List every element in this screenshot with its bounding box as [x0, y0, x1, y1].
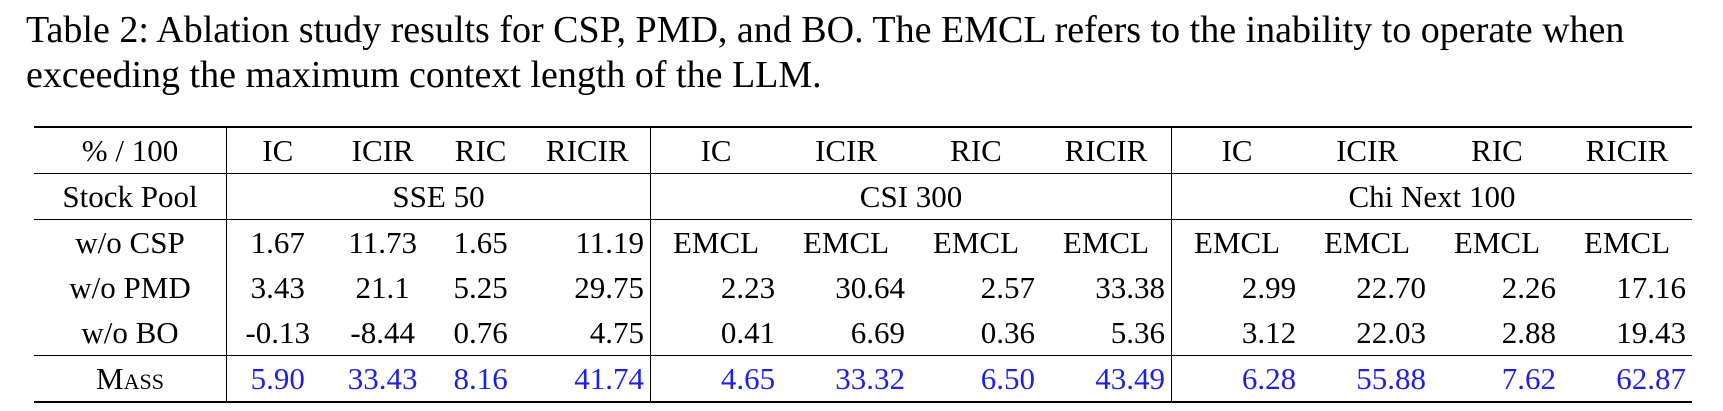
metric-header: ICIR: [1302, 126, 1433, 174]
cell: 33.38: [1095, 269, 1166, 305]
corner-label: % / 100: [34, 126, 227, 174]
metric-header: ICIR: [328, 126, 437, 174]
cell: 30.64: [835, 269, 906, 305]
cell: 11.19: [524, 219, 651, 265]
cell: EMCL: [781, 219, 912, 265]
ablation-table: % / 100 IC ICIR RIC RICIR IC ICIR RIC RI…: [34, 126, 1692, 403]
row-label: w/o CSP: [34, 219, 227, 265]
metric-header: RIC: [1432, 126, 1562, 174]
cell-highlight: 6.50: [911, 355, 1041, 403]
cell-highlight: 55.88: [1302, 355, 1433, 403]
stock-pool-label: Stock Pool: [34, 173, 227, 220]
cell-highlight: 8.16: [436, 355, 525, 403]
cell-highlight: 43.49: [1040, 355, 1172, 403]
metric-header: RICIR: [524, 126, 651, 174]
table-row-mass: Mass 5.90 33.43 8.16 41.74 4.65 33.32 6.…: [34, 355, 1692, 403]
metric-header: RICIR: [1561, 126, 1692, 174]
table-caption: Table 2: Ablation study results for CSP,…: [26, 9, 1625, 96]
pool-header-chinext100: Chi Next 100: [1171, 173, 1692, 220]
cell: -0.13: [225, 310, 329, 356]
cell-highlight: 33.43: [328, 355, 437, 403]
cell: EMCL: [1040, 219, 1172, 265]
cell: EMCL: [1302, 219, 1433, 265]
cell: 22.03: [1356, 314, 1427, 350]
metric-header-row: % / 100 IC ICIR RIC RICIR IC ICIR RIC RI…: [34, 126, 1692, 174]
cell: -8.44: [350, 314, 415, 350]
cell: EMCL: [1561, 219, 1692, 265]
cell: 1.67: [225, 219, 329, 265]
cell: 22.70: [1356, 269, 1427, 305]
cell: 3.12: [1171, 310, 1303, 356]
cell: 17.16: [1616, 269, 1686, 305]
cell: 5.36: [1110, 314, 1166, 350]
cell: 6.69: [850, 314, 906, 350]
cell-highlight: 33.32: [781, 355, 912, 403]
cell: 21.1: [355, 269, 410, 305]
cell: 2.99: [1171, 265, 1303, 310]
stock-pool-row: Stock Pool SSE 50 CSI 300 Chi Next 100: [34, 173, 1692, 220]
row-label: Mass: [34, 355, 227, 403]
cell-highlight: 6.28: [1171, 355, 1303, 403]
cell: 3.43: [225, 265, 329, 310]
cell: 2.57: [980, 269, 1035, 305]
row-label: w/o PMD: [69, 269, 191, 305]
cell: 2.88: [1501, 314, 1556, 350]
cell: 0.76: [453, 314, 508, 350]
cell: 1.65: [436, 219, 525, 265]
pool-header-sse50: SSE 50: [225, 173, 651, 220]
pool-header-csi300: CSI 300: [650, 173, 1172, 220]
table-row: w/o PMD 3.43 21.1 5.25 29.75 2.23 30.64 …: [34, 265, 1692, 310]
cell: 19.43: [1616, 314, 1686, 350]
metric-header: IC: [650, 126, 782, 174]
cell-highlight: 41.74: [524, 355, 651, 403]
cell-highlight: 5.90: [225, 355, 329, 403]
row-label: w/o BO: [81, 314, 179, 350]
metric-header: RICIR: [1040, 126, 1172, 174]
cell: 2.23: [650, 265, 782, 310]
cell: 5.25: [453, 269, 508, 305]
cell-highlight: 7.62: [1432, 355, 1562, 403]
metric-header: ICIR: [781, 126, 912, 174]
cell: 4.75: [589, 314, 645, 350]
metric-header: IC: [225, 126, 329, 174]
cell: EMCL: [650, 219, 782, 265]
cell-highlight: 4.65: [650, 355, 782, 403]
metric-header: RIC: [436, 126, 525, 174]
table-row: w/o BO -0.13 -8.44 0.76 4.75 0.41 6.69 0…: [34, 310, 1692, 356]
cell: 0.41: [650, 310, 782, 356]
cell: 2.26: [1501, 269, 1556, 305]
cell: 0.36: [980, 314, 1035, 350]
cell: EMCL: [1432, 219, 1562, 265]
metric-header: RIC: [911, 126, 1041, 174]
cell: 29.75: [574, 269, 645, 305]
cell: EMCL: [911, 219, 1041, 265]
cell: EMCL: [1171, 219, 1303, 265]
cell-highlight: 62.87: [1561, 355, 1692, 403]
metric-header: IC: [1171, 126, 1303, 174]
table-row: w/o CSP 1.67 11.73 1.65 11.19 EMCL EMCL …: [34, 219, 1692, 265]
cell: 11.73: [328, 219, 437, 265]
